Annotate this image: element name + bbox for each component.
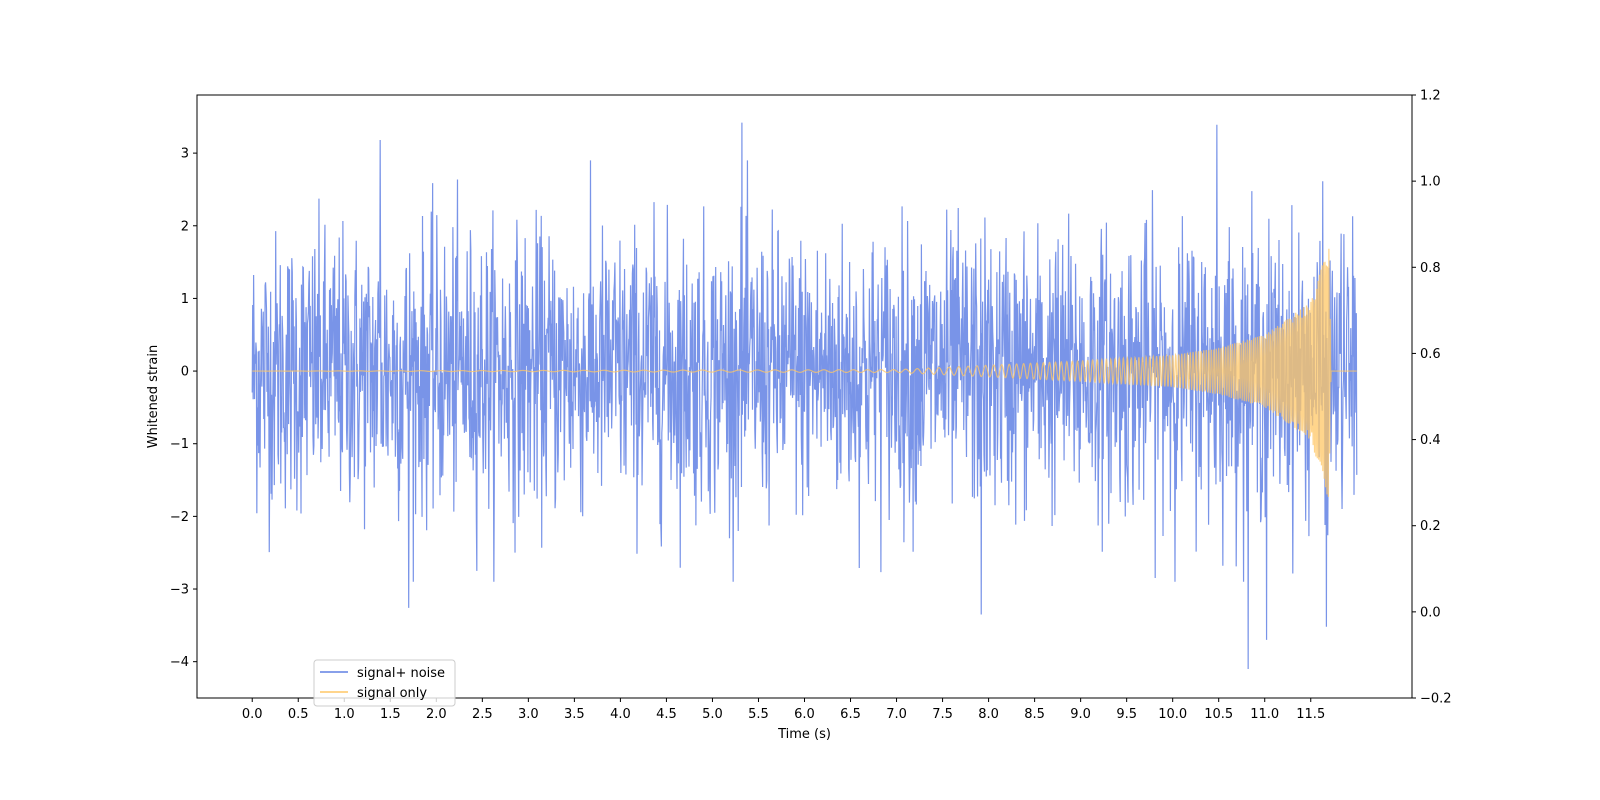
x-tick-label: 9.5 [1116,707,1137,722]
y-tick-label: 1 [181,292,189,307]
x-tick-label: 5.0 [702,707,723,722]
y2-tick-label: 1.2 [1420,89,1441,104]
legend: signal+ noise signal only [313,659,456,707]
x-tick-label: 6.5 [840,707,861,722]
x-tick-label: 7.5 [932,707,953,722]
legend-label-signal-only: signal only [357,686,427,701]
y2-tick-label: −0.2 [1420,692,1452,707]
y-axis-right: 1.2 1.0 0.8 0.6 0.4 0.2 0.0 −0.2 [1412,89,1452,707]
x-tick-label: 11.5 [1296,707,1325,722]
y-axis-label: Whitened strain [146,345,161,448]
x-tick-label: 9.0 [1070,707,1091,722]
x-tick-label: 5.5 [748,707,769,722]
y-axis-left: 3 2 1 0 −1 −2 −3 −4 [170,147,197,670]
y-tick-label: −3 [170,583,189,598]
legend-box [313,659,456,707]
y-tick-label: 3 [181,147,189,162]
legend-label-signal-noise: signal+ noise [357,666,445,681]
x-tick-label: 4.5 [656,707,677,722]
x-tick-label: 3.0 [518,707,539,722]
y2-tick-label: 0.8 [1420,261,1441,276]
x-tick-label: 7.0 [886,707,907,722]
x-tick-label: 2.5 [472,707,493,722]
x-tick-label: 8.5 [1024,707,1045,722]
y2-tick-label: 0.6 [1420,347,1441,362]
x-tick-label: 1.0 [334,707,355,722]
x-tick-label: 4.0 [610,707,631,722]
y-tick-label: −2 [170,510,189,525]
x-axis: 0.0 0.5 1.0 1.5 2.0 2.5 3.0 3.5 4.0 4.5 5.0 5.5 6.0 6… [242,698,1325,722]
x-tick-label: 10.5 [1204,707,1233,722]
x-tick-label: 3.5 [564,707,585,722]
series-line-signal-noise [251,122,1358,669]
y2-tick-label: 0.4 [1420,433,1441,448]
series-line-signal-only [252,248,1357,497]
y-tick-label: 0 [181,365,189,380]
y-tick-label: −4 [170,655,189,670]
y2-tick-label: 1.0 [1420,175,1441,190]
y2-tick-label: 0.0 [1420,605,1441,620]
x-tick-label: 11.0 [1250,707,1279,722]
y2-tick-label: 0.2 [1420,519,1441,534]
y-tick-label: −1 [170,437,189,452]
x-tick-label: 1.5 [380,707,401,722]
x-axis-label: Time (s) [777,727,831,742]
series-layer [251,122,1358,669]
x-tick-label: 8.0 [978,707,999,722]
x-tick-label: 2.0 [426,707,447,722]
x-tick-label: 6.0 [794,707,815,722]
y-tick-label: 2 [181,219,189,234]
x-tick-label: 0.5 [288,707,309,722]
x-tick-label: 0.0 [242,707,263,722]
x-tick-label: 10.0 [1158,707,1187,722]
